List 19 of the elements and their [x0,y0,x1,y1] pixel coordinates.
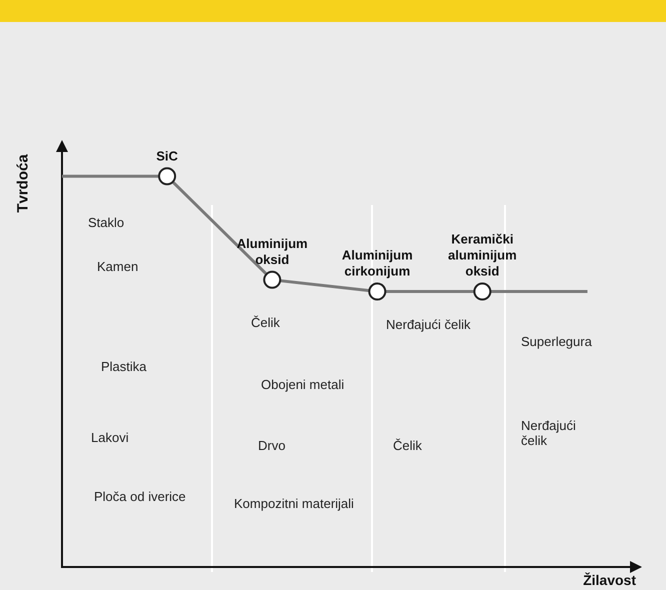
annotation: Plastika [101,359,147,374]
x-axis-title: Žilavost [583,572,636,588]
y-axis-title: Tvrdoća [14,154,32,213]
x-tick-label: Aluminijum cirkonijum [342,248,413,279]
x-tick-label: SiC [156,148,179,164]
annotation: Drvo [258,438,286,453]
annotation: Staklo [88,215,124,230]
annotation: Čelik [393,438,422,453]
annotation: Kamen [97,259,138,274]
annotation: Superlegura [521,334,592,349]
x-tick-label: Aluminijum oksid [236,236,308,267]
x-tick-label: Keramički aluminijum oksid [448,232,517,279]
annotation: Lakovi [91,430,129,445]
annotation: Nerđajući čelik [386,317,471,332]
annotation: Kompozitni materijali [234,496,354,511]
annotation: Čelik [251,315,280,330]
annotation: Obojeni metali [261,377,344,392]
annotation: Ploča od iverice [94,489,186,504]
annotation: Nerđajući čelik [521,418,577,448]
